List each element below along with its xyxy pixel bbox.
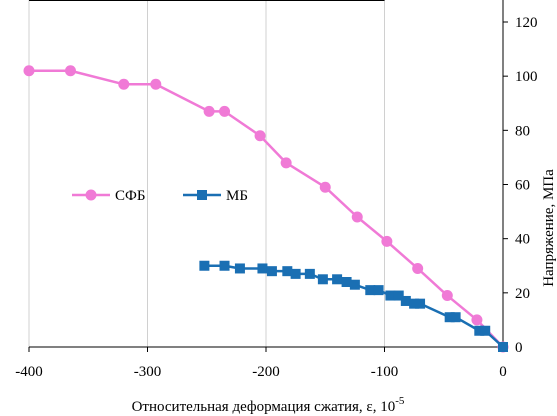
data-point-1	[23, 65, 35, 77]
data-point-1	[219, 105, 231, 117]
data-point-1	[150, 78, 162, 90]
x-tick-label: -400	[15, 364, 43, 380]
data-point-2	[341, 277, 352, 287]
x-tick-label: 0	[499, 364, 507, 380]
y-tick-label: 40	[515, 232, 530, 248]
data-point-2	[349, 279, 360, 290]
data-point-1	[412, 262, 424, 274]
vertical-grid	[28, 0, 385, 347]
data-point-2	[199, 260, 210, 271]
legend: СФБ МБ	[72, 188, 248, 204]
data-point-1	[319, 181, 331, 193]
data-point-2	[393, 290, 404, 301]
data-point-2	[450, 312, 461, 323]
x-tick-label: -200	[252, 364, 280, 380]
data-point-2	[266, 266, 277, 277]
data-point-2	[234, 263, 245, 274]
y-tick-label: 60	[515, 178, 530, 194]
data-point-2	[415, 298, 426, 309]
data-point-1	[203, 105, 215, 117]
data-point-2	[409, 298, 420, 309]
data-point-1	[471, 314, 483, 326]
data-point-1	[351, 211, 363, 223]
series-layer	[23, 65, 509, 353]
data-point-2	[332, 274, 343, 285]
y-tick-label: 0	[515, 340, 523, 356]
data-point-2	[219, 260, 230, 271]
y-tick-label: 80	[515, 123, 530, 139]
x-tick-label: -100	[371, 364, 399, 380]
data-point-1	[441, 290, 453, 302]
y-tick-label: 100	[515, 69, 538, 85]
data-point-1	[254, 130, 266, 142]
data-point-2	[498, 342, 508, 352]
data-point-2	[480, 325, 491, 336]
y-tick-label: 120	[515, 15, 538, 31]
data-point-2	[282, 266, 293, 277]
legend-marker-2	[197, 190, 207, 200]
data-point-2	[257, 263, 268, 274]
x-axis-title: Относительная деформация сжатия, ε, 10-5	[132, 395, 405, 415]
data-point-2	[365, 285, 376, 296]
legend-marker-1	[85, 189, 97, 201]
data-point-1	[381, 235, 393, 247]
x-tick-label: -300	[134, 364, 162, 380]
data-point-2	[474, 325, 485, 336]
series-line-2	[204, 264, 504, 348]
data-point-2	[385, 290, 396, 301]
y-axis-title: Напряжение, МПа	[541, 169, 557, 287]
data-point-2	[444, 312, 455, 323]
x-axis-title-text: Относительная деформация сжатия, ε, 10	[132, 399, 396, 415]
data-point-1	[280, 157, 292, 169]
x-axis-title-exponent: -5	[395, 395, 405, 407]
data-point-2	[400, 295, 411, 306]
data-point-2	[304, 268, 315, 279]
data-point-1	[64, 65, 76, 77]
y-tick-label: 20	[515, 286, 530, 302]
data-point-2	[373, 285, 384, 296]
data-point-1	[118, 78, 130, 90]
data-point-2	[317, 274, 328, 285]
axes: -400 -300 -200 -100 00 20 40 60 80 100 120	[15, 0, 538, 380]
data-point-2	[290, 268, 301, 279]
legend-label-1: СФБ	[115, 188, 145, 204]
legend-label-2: МБ	[226, 188, 248, 204]
